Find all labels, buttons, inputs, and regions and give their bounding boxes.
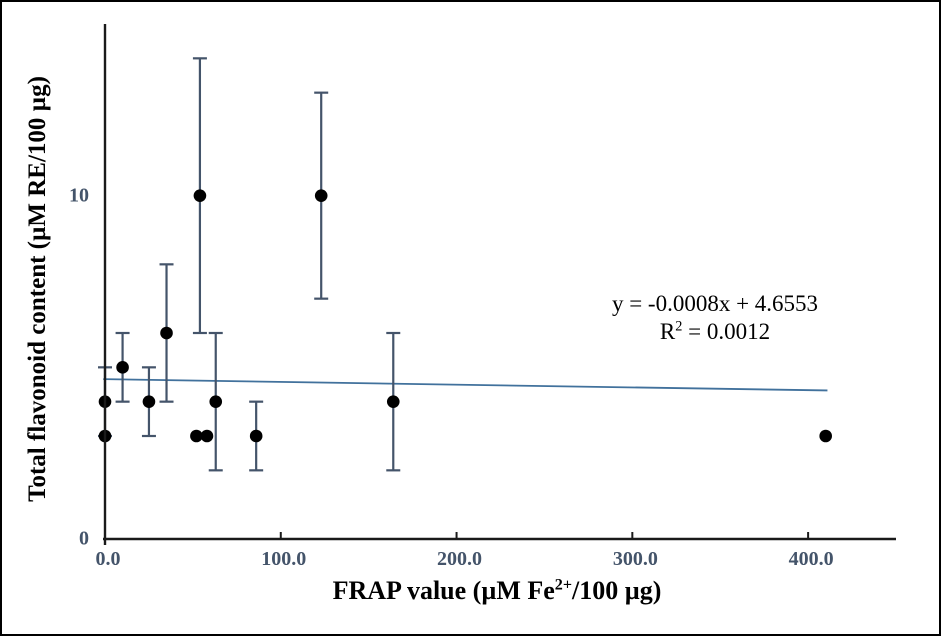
r-squared-line: R2 = 0.0012	[612, 318, 818, 346]
trend-line	[103, 378, 828, 392]
data-point	[142, 395, 156, 408]
equation-line: y = -0.0008x + 4.6553	[611, 291, 819, 316]
data-point	[193, 189, 207, 202]
data-point	[209, 395, 223, 408]
x-tick-label: 300.0	[612, 548, 658, 570]
x-tick-label: 400.0	[788, 548, 834, 570]
data-point	[160, 326, 173, 340]
x-tick-label: 100.0	[261, 548, 307, 570]
y-tick-label: 0	[79, 527, 89, 550]
y-axis-title: Total flavonoid content (µM RE/100 µg)	[24, 76, 51, 502]
x-axis-title-unit: /100 µg)	[572, 576, 662, 605]
data-point	[249, 429, 263, 443]
x-axis-title: FRAP value (µM Fe2+/100 µg)	[2, 576, 939, 606]
data-point	[819, 429, 832, 443]
data-point	[314, 189, 328, 202]
r-squared-exponent: 2	[675, 318, 683, 335]
r-squared-symbol: R	[659, 319, 676, 344]
trendline-equation: y = -0.0008x + 4.6553 R2 = 0.0012	[612, 290, 818, 346]
x-tick-label: 200.0	[437, 548, 483, 570]
data-point	[200, 429, 214, 443]
x-axis-title-text: FRAP value (µM Fe	[332, 576, 555, 605]
data-point	[116, 361, 129, 374]
r-squared-value: = 0.0012	[682, 319, 771, 344]
x-axis-title-superscript: 2+	[554, 576, 573, 594]
y-tick-label: 10	[69, 184, 89, 207]
x-tick-label: 0.0	[95, 548, 121, 570]
data-point	[190, 429, 203, 443]
data-point	[386, 395, 400, 408]
